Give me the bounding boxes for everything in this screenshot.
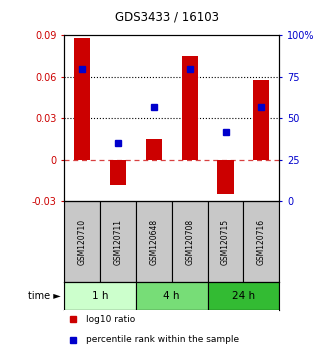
Bar xyxy=(136,201,172,282)
Text: GSM120711: GSM120711 xyxy=(113,219,123,265)
Text: GSM120715: GSM120715 xyxy=(221,219,230,265)
Bar xyxy=(208,282,279,310)
Text: GSM120648: GSM120648 xyxy=(149,219,158,265)
Bar xyxy=(172,201,208,282)
Bar xyxy=(110,160,126,185)
Bar xyxy=(64,201,100,282)
Text: GDS3433 / 16103: GDS3433 / 16103 xyxy=(115,10,219,23)
Text: 1 h: 1 h xyxy=(92,291,108,301)
Text: percentile rank within the sample: percentile rank within the sample xyxy=(86,335,239,344)
Text: 4 h: 4 h xyxy=(163,291,180,301)
Text: GSM120710: GSM120710 xyxy=(78,219,87,265)
Text: GSM120716: GSM120716 xyxy=(257,219,266,265)
Bar xyxy=(100,201,136,282)
Bar xyxy=(182,56,198,160)
Text: log10 ratio: log10 ratio xyxy=(86,315,135,324)
Text: GSM120708: GSM120708 xyxy=(185,219,194,265)
Bar xyxy=(146,139,162,160)
Bar xyxy=(253,80,269,160)
Text: 24 h: 24 h xyxy=(232,291,255,301)
Text: time ►: time ► xyxy=(28,291,61,301)
Bar xyxy=(217,160,234,194)
Bar xyxy=(208,201,243,282)
Bar xyxy=(64,282,136,310)
Bar xyxy=(74,38,90,160)
Bar xyxy=(136,282,208,310)
Bar xyxy=(243,201,279,282)
